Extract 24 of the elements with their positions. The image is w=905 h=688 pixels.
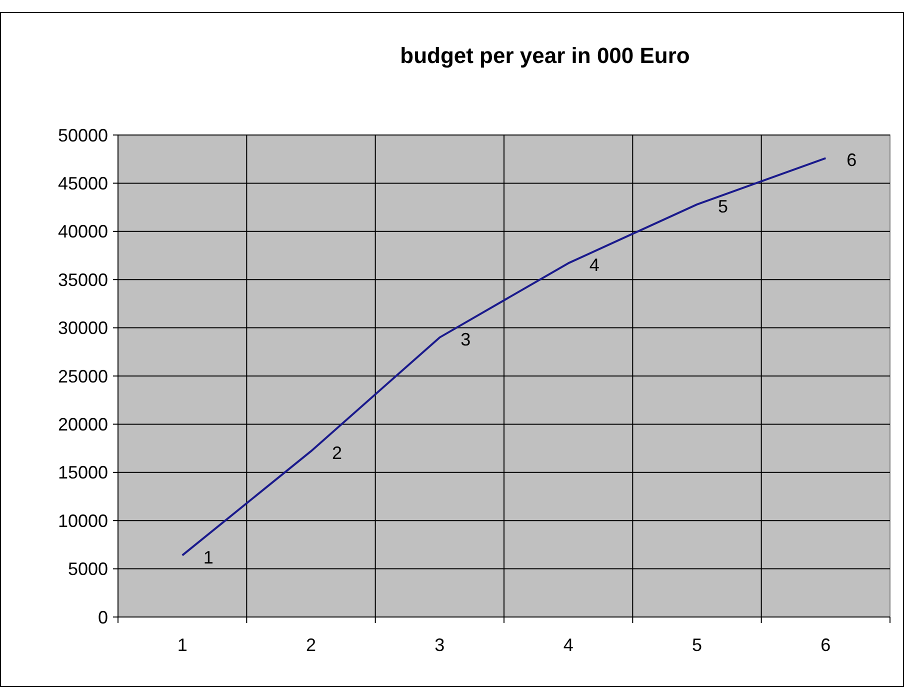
y-tick-label: 0 bbox=[98, 607, 108, 628]
annotation: 5 bbox=[718, 196, 728, 216]
y-tick-label: 10000 bbox=[58, 510, 108, 531]
y-tick-label: 25000 bbox=[58, 366, 108, 386]
annotation: 4 bbox=[589, 255, 600, 276]
annotation: 6 bbox=[846, 150, 857, 170]
x-tick-label: 3 bbox=[434, 635, 445, 655]
chart-title: budget per year in 000 Euro bbox=[400, 43, 690, 68]
annotation: 3 bbox=[460, 329, 471, 350]
y-tick-label: 40000 bbox=[58, 222, 108, 242]
annotation: 2 bbox=[332, 443, 342, 464]
y-tick-label: 15000 bbox=[58, 462, 108, 483]
y-tick-label: 5000 bbox=[68, 559, 108, 580]
annotation: 1 bbox=[203, 547, 214, 568]
x-tick-label: 5 bbox=[692, 635, 702, 655]
y-tick-label: 50000 bbox=[58, 125, 108, 146]
y-tick-label: 20000 bbox=[58, 414, 108, 434]
x-tick-label: 4 bbox=[563, 635, 574, 655]
x-tick-label: 1 bbox=[177, 635, 188, 655]
y-tick-label: 35000 bbox=[58, 270, 108, 290]
x-tick-label: 2 bbox=[306, 635, 316, 655]
y-tick-label: 45000 bbox=[58, 174, 108, 194]
y-tick-label: 30000 bbox=[58, 318, 108, 338]
x-tick-label: 6 bbox=[820, 635, 831, 655]
